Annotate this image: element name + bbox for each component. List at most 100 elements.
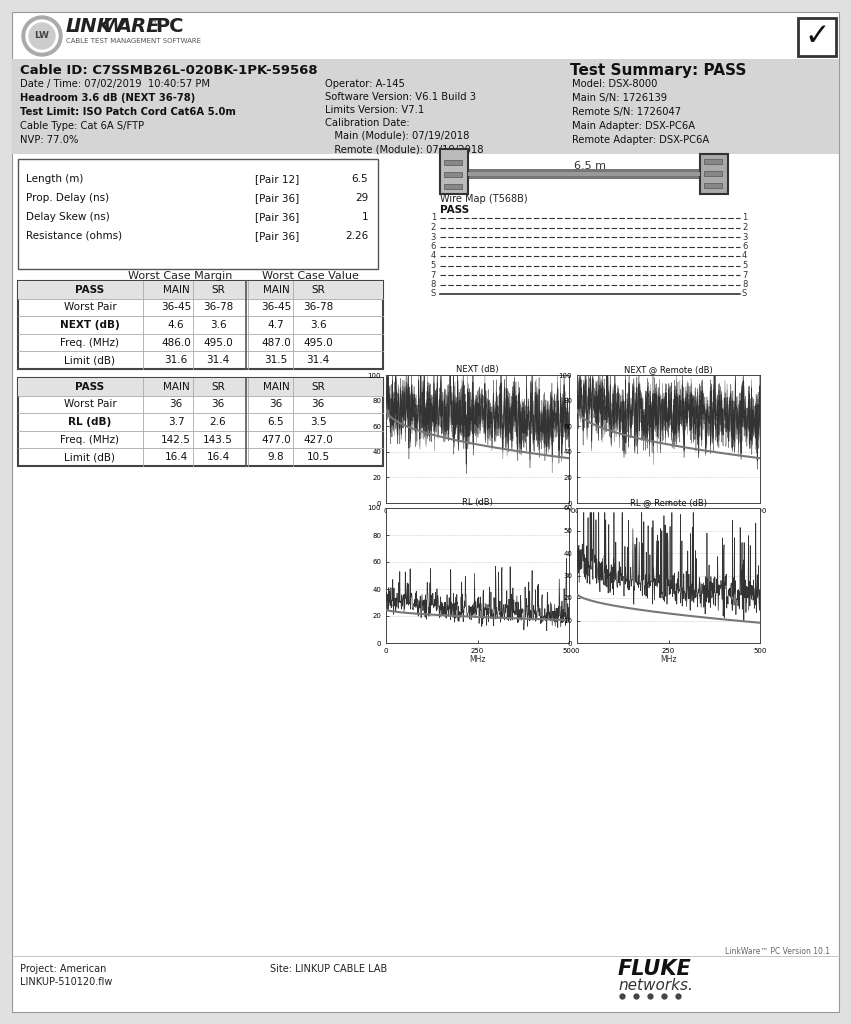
Text: NEXT (dB): NEXT (dB) (60, 319, 120, 330)
Text: 477.0: 477.0 (261, 434, 291, 444)
Text: 36: 36 (169, 399, 183, 410)
Title: RL (dB): RL (dB) (462, 499, 493, 507)
Text: [Pair 36]: [Pair 36] (255, 231, 300, 241)
Text: SR: SR (311, 285, 325, 295)
Title: NEXT @ Remote (dB): NEXT @ Remote (dB) (624, 366, 713, 374)
Circle shape (29, 23, 55, 49)
Text: 36-78: 36-78 (303, 302, 333, 312)
Text: 4: 4 (742, 252, 747, 260)
Text: Freq. (MHz): Freq. (MHz) (60, 338, 119, 347)
Text: Site: LINKUP CABLE LAB: Site: LINKUP CABLE LAB (270, 964, 387, 974)
Text: 16.4: 16.4 (207, 453, 230, 462)
Text: 6.5: 6.5 (268, 417, 284, 427)
Text: 487.0: 487.0 (261, 338, 291, 347)
Text: 8: 8 (431, 280, 436, 289)
Text: 9.8: 9.8 (268, 453, 284, 462)
Title: RL @ Remote (dB): RL @ Remote (dB) (630, 499, 707, 507)
Text: NVP: 77.0%: NVP: 77.0% (20, 135, 78, 145)
Text: LINKUP-510120.flw: LINKUP-510120.flw (20, 977, 112, 987)
Text: 142.5: 142.5 (161, 434, 191, 444)
Text: PASS: PASS (76, 382, 105, 392)
Text: Calibration Date:: Calibration Date: (325, 118, 409, 128)
Text: 5: 5 (431, 261, 436, 270)
Text: S: S (431, 290, 436, 299)
Text: 495.0: 495.0 (303, 338, 333, 347)
Text: 36: 36 (211, 399, 225, 410)
Text: 3.6: 3.6 (209, 319, 226, 330)
Text: [Pair 36]: [Pair 36] (255, 212, 300, 222)
Text: 6: 6 (431, 242, 436, 251)
Bar (444, 184, 462, 189)
Text: 3.6: 3.6 (310, 319, 326, 330)
Text: Date / Time: 07/02/2019  10:40:57 PM: Date / Time: 07/02/2019 10:40:57 PM (20, 79, 210, 89)
Bar (704, 171, 722, 176)
Text: 36-45: 36-45 (161, 302, 191, 312)
Text: 3: 3 (431, 232, 436, 242)
Text: 29: 29 (355, 193, 368, 203)
Text: ✓: ✓ (804, 23, 830, 51)
Text: 6.5 m: 6.5 m (574, 161, 606, 171)
Text: Remote (Module): 07/19/2018: Remote (Module): 07/19/2018 (325, 144, 483, 154)
Text: PASS: PASS (440, 205, 469, 215)
Text: 4: 4 (431, 252, 436, 260)
Bar (700, 154, 728, 194)
Bar (12, 59, 839, 154)
Text: PASS: PASS (76, 285, 105, 295)
Text: 31.4: 31.4 (306, 355, 329, 366)
Text: Resistance (ohms): Resistance (ohms) (26, 231, 123, 241)
Text: Software Version: V6.1 Build 3: Software Version: V6.1 Build 3 (325, 92, 476, 102)
Text: Worst Pair: Worst Pair (64, 302, 117, 312)
Bar (18, 281, 383, 369)
Bar (440, 150, 468, 194)
Text: Project: American: Project: American (20, 964, 106, 974)
Text: PC: PC (155, 17, 184, 37)
Text: Model: DSX-8000: Model: DSX-8000 (572, 79, 657, 89)
Text: S: S (742, 290, 747, 299)
Text: 3.5: 3.5 (310, 417, 326, 427)
Text: Main Adapter: DSX-PC6A: Main Adapter: DSX-PC6A (572, 121, 695, 131)
Text: Worst Case Margin: Worst Case Margin (128, 271, 232, 281)
Bar (444, 172, 462, 177)
Text: 495.0: 495.0 (203, 338, 233, 347)
Text: 1: 1 (742, 213, 747, 222)
Text: 2: 2 (742, 223, 747, 232)
Text: CABLE TEST MANAGEMENT SOFTWARE: CABLE TEST MANAGEMENT SOFTWARE (66, 38, 201, 44)
Text: Main (Module): 07/19/2018: Main (Module): 07/19/2018 (325, 131, 470, 141)
X-axis label: MHz: MHz (469, 655, 486, 665)
Circle shape (26, 20, 58, 52)
Text: 16.4: 16.4 (164, 453, 187, 462)
Text: SR: SR (311, 382, 325, 392)
Text: ARE: ARE (116, 17, 159, 37)
Text: INK: INK (74, 17, 112, 37)
Text: 31.5: 31.5 (265, 355, 288, 366)
Text: 31.6: 31.6 (164, 355, 187, 366)
Text: Limit (dB): Limit (dB) (65, 355, 116, 366)
Text: 36-78: 36-78 (203, 302, 233, 312)
Circle shape (22, 16, 62, 56)
Text: 4.6: 4.6 (168, 319, 185, 330)
Text: Limits Version: V7.1: Limits Version: V7.1 (325, 105, 425, 115)
Text: [Pair 12]: [Pair 12] (255, 174, 300, 184)
Text: Remote S/N: 1726047: Remote S/N: 1726047 (572, 106, 681, 117)
Bar (18, 378, 383, 395)
Text: Worst Case Value: Worst Case Value (261, 271, 358, 281)
Text: Worst Pair: Worst Pair (64, 399, 117, 410)
Text: Remote Adapter: DSX-PC6A: Remote Adapter: DSX-PC6A (572, 135, 709, 145)
Text: Test Summary: PASS: Test Summary: PASS (570, 62, 746, 78)
Text: 36: 36 (311, 399, 324, 410)
Bar (444, 160, 462, 165)
Text: ™: ™ (148, 18, 157, 28)
Text: Length (m): Length (m) (26, 174, 83, 184)
Text: 1: 1 (431, 213, 436, 222)
Text: MAIN: MAIN (163, 382, 190, 392)
Text: SR: SR (211, 285, 225, 295)
Text: networks.: networks. (618, 979, 693, 993)
Text: RL (dB): RL (dB) (68, 417, 111, 427)
Text: 5: 5 (742, 261, 747, 270)
Text: 2.6: 2.6 (209, 417, 226, 427)
Bar (18, 159, 378, 269)
Text: LinkWare™ PC Version 10.1: LinkWare™ PC Version 10.1 (725, 947, 830, 956)
Text: Cable ID: C7SSMB26L-020BK-1PK-59568: Cable ID: C7SSMB26L-020BK-1PK-59568 (20, 63, 317, 77)
Text: 8: 8 (742, 280, 747, 289)
Text: 3: 3 (742, 232, 747, 242)
